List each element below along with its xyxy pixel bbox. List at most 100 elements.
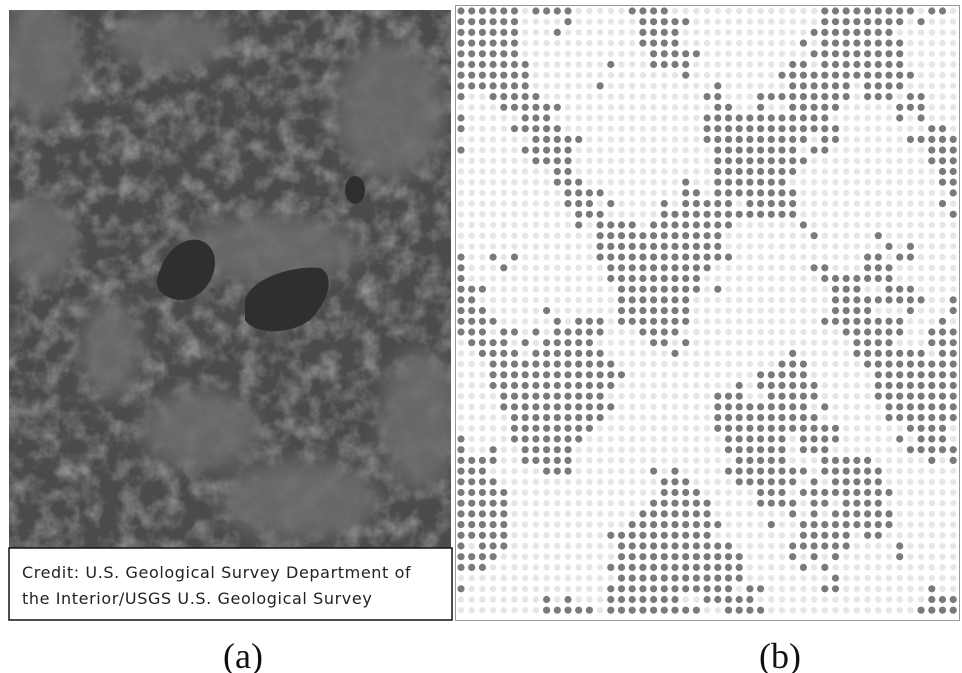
dot xyxy=(564,468,571,475)
dot xyxy=(554,371,561,378)
dot xyxy=(832,340,838,346)
dot xyxy=(639,585,646,592)
dot xyxy=(897,29,903,35)
dot xyxy=(501,126,507,132)
dot xyxy=(789,93,796,100)
dot xyxy=(704,8,710,14)
dot xyxy=(886,200,892,206)
dot xyxy=(458,200,464,206)
dot xyxy=(671,478,678,485)
dot xyxy=(800,168,806,174)
dot xyxy=(875,211,881,217)
dot xyxy=(672,340,678,346)
dot xyxy=(864,200,870,206)
dot xyxy=(479,542,486,549)
dot xyxy=(490,575,496,581)
dot xyxy=(554,200,560,206)
dot xyxy=(736,553,743,560)
dot xyxy=(629,232,636,239)
dot xyxy=(885,50,892,57)
dot xyxy=(511,425,518,432)
dot xyxy=(618,115,624,121)
dot xyxy=(683,29,689,35)
dot xyxy=(725,585,732,592)
dot xyxy=(939,607,946,614)
dot xyxy=(714,157,721,164)
dot xyxy=(918,93,925,100)
dot xyxy=(586,511,592,517)
dot xyxy=(661,158,667,164)
dot xyxy=(768,254,774,260)
dot xyxy=(929,521,935,527)
dot xyxy=(821,457,828,464)
dot xyxy=(479,339,486,346)
dot xyxy=(832,457,839,464)
dot xyxy=(565,93,571,99)
dot xyxy=(885,286,892,293)
dot xyxy=(490,168,496,174)
dot xyxy=(939,136,946,143)
dot xyxy=(929,115,935,121)
dot xyxy=(469,372,475,378)
dot xyxy=(522,297,528,303)
dot xyxy=(671,553,678,560)
dot xyxy=(864,350,871,357)
dot xyxy=(586,8,592,14)
dot xyxy=(683,136,689,142)
dot xyxy=(511,435,518,442)
dot xyxy=(629,436,635,442)
dot xyxy=(864,554,870,560)
dot xyxy=(929,479,935,485)
dot xyxy=(843,29,850,36)
dot xyxy=(757,318,763,324)
dot xyxy=(597,328,604,335)
dot xyxy=(853,510,860,517)
dot xyxy=(640,211,646,217)
dot xyxy=(564,596,571,603)
dot xyxy=(853,50,860,57)
dot xyxy=(715,29,721,35)
dot xyxy=(597,425,603,431)
dot xyxy=(704,404,710,410)
dot xyxy=(607,403,614,410)
dot xyxy=(832,61,839,68)
dot xyxy=(757,136,764,143)
dot xyxy=(522,479,528,485)
dot xyxy=(757,575,763,581)
dot xyxy=(479,500,486,507)
dot xyxy=(543,147,550,154)
dot xyxy=(821,50,828,57)
credit-text: the Interior/USGS U.S. Geological Survey xyxy=(22,589,372,608)
dot xyxy=(907,200,913,206)
dot xyxy=(864,607,870,613)
dot xyxy=(832,372,838,378)
dot xyxy=(671,585,678,592)
dot xyxy=(511,543,517,549)
dot xyxy=(533,511,539,517)
dot xyxy=(918,275,924,281)
dot xyxy=(918,425,925,432)
dot xyxy=(864,521,871,528)
dot xyxy=(693,168,699,174)
dot xyxy=(897,179,903,185)
dot xyxy=(661,414,667,420)
dot xyxy=(586,586,592,592)
dot xyxy=(939,500,945,506)
dot xyxy=(939,489,945,495)
dot xyxy=(543,511,549,517)
dot xyxy=(789,510,796,517)
dot xyxy=(757,29,763,35)
dot xyxy=(586,468,592,474)
dot xyxy=(832,179,838,185)
dot xyxy=(490,468,496,474)
dot xyxy=(886,554,892,560)
dot xyxy=(811,222,817,228)
dot xyxy=(950,479,956,485)
dot xyxy=(907,168,913,174)
dot xyxy=(768,361,774,367)
dot xyxy=(479,286,486,293)
dot xyxy=(832,296,839,303)
dot xyxy=(757,275,763,281)
dot xyxy=(457,500,464,507)
dot xyxy=(950,168,957,175)
